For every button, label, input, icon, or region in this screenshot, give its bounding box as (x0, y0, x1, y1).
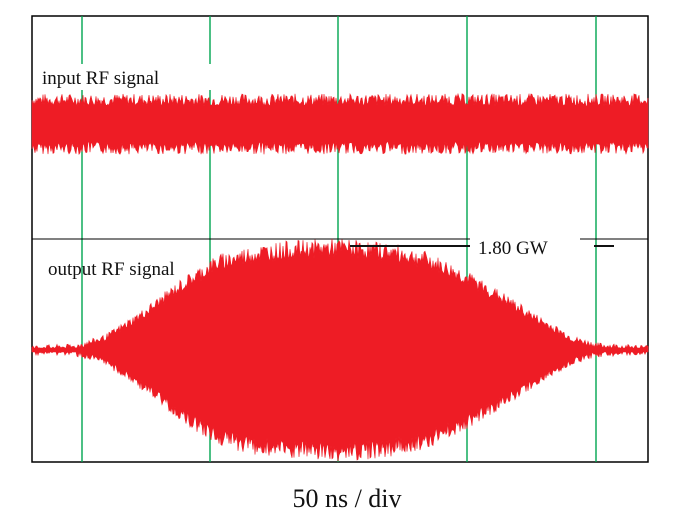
input-signal-trace (31, 92, 649, 156)
x-axis-label: 50 ns / div (292, 484, 401, 513)
output-signal-trace (31, 238, 649, 462)
power-marker-label: 1.80 GW (478, 238, 548, 259)
input-label-bg (38, 64, 216, 90)
input-signal-label: input RF signal (42, 68, 159, 89)
input-signal-envelope (31, 92, 649, 156)
output-signal-label: output RF signal (48, 259, 175, 280)
power-marker-label-bg (470, 236, 580, 258)
output-signal-envelope (31, 238, 649, 462)
